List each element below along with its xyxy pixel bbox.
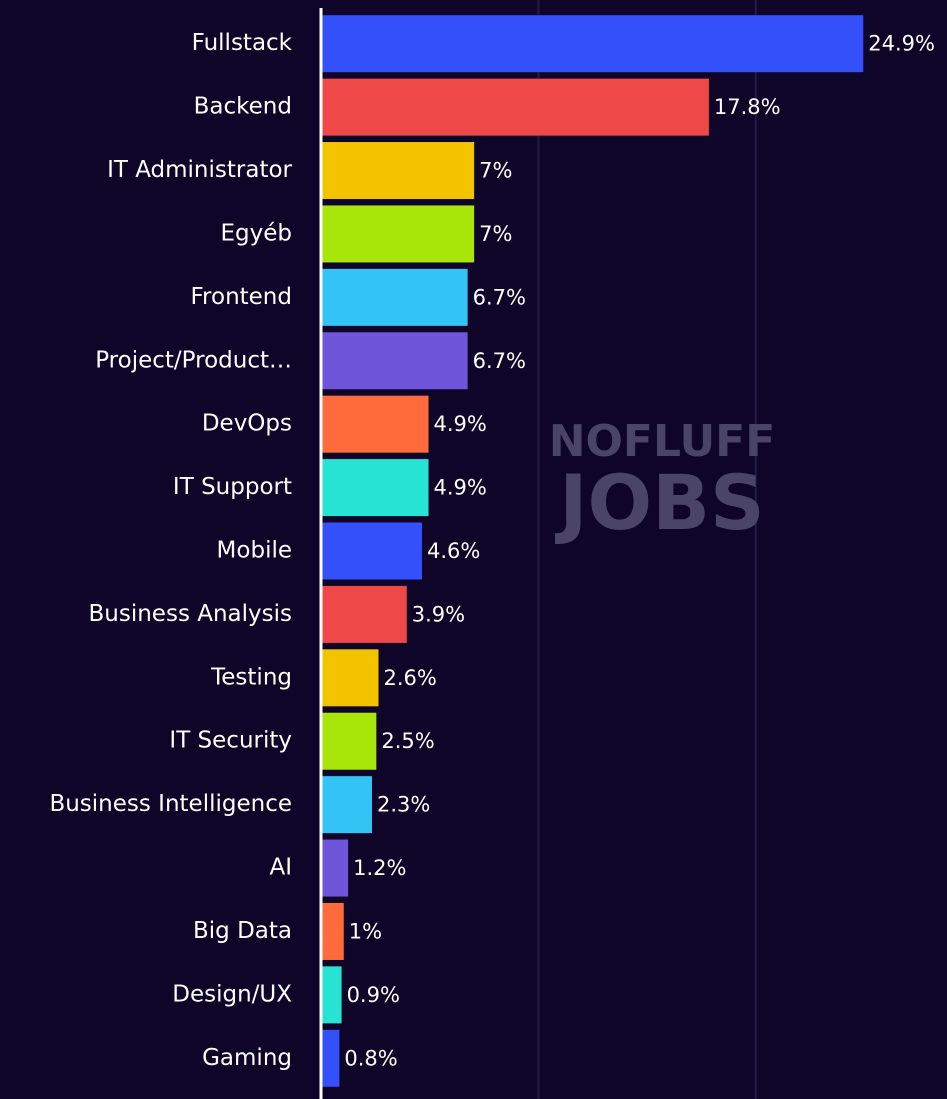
- bar: [322, 839, 349, 897]
- category-label: Gaming: [202, 1045, 292, 1071]
- bar: [322, 268, 468, 326]
- watermark: NOFLUFF JOBS: [549, 416, 776, 547]
- category-label: Mobile: [217, 538, 292, 564]
- category-label: Business Analysis: [89, 601, 293, 627]
- bar: [322, 78, 709, 136]
- bar: [322, 1029, 340, 1087]
- category-label: Frontend: [190, 284, 292, 310]
- value-label: 1%: [349, 919, 382, 943]
- bar: [322, 585, 407, 643]
- value-label: 1.2%: [353, 856, 406, 880]
- category-label: AI: [269, 855, 292, 881]
- category-label: Business Intelligence: [49, 791, 292, 817]
- watermark-line: JOBS: [554, 458, 765, 547]
- category-label: Backend: [194, 94, 292, 120]
- bar: [322, 332, 468, 390]
- value-label: 0.8%: [344, 1046, 397, 1070]
- bar: [322, 459, 429, 517]
- bar: [322, 522, 422, 580]
- category-label: IT Security: [169, 728, 292, 754]
- category-label: Testing: [210, 664, 292, 690]
- value-label: 6.7%: [473, 349, 526, 373]
- value-label: 7%: [479, 222, 512, 246]
- category-label: Project/Product…: [95, 347, 292, 373]
- category-label: Egyéb: [221, 220, 293, 246]
- value-label: 17.8%: [714, 95, 781, 119]
- bar: [322, 776, 372, 834]
- category-label: Design/UX: [172, 981, 292, 1007]
- bar: [322, 966, 342, 1024]
- value-label: 4.6%: [427, 539, 480, 563]
- value-label: 4.9%: [434, 412, 487, 436]
- value-label: 6.7%: [473, 285, 526, 309]
- bar: [322, 142, 475, 200]
- bar: [322, 902, 344, 960]
- category-label: IT Support: [173, 474, 292, 500]
- category-label: DevOps: [202, 411, 292, 437]
- bar: [322, 15, 864, 73]
- value-label: 0.9%: [347, 983, 400, 1007]
- value-label: 2.5%: [381, 729, 434, 753]
- value-label: 3.9%: [412, 602, 465, 626]
- watermark-line: NOFLUFF: [549, 416, 776, 467]
- bar: [322, 712, 377, 770]
- category-label: IT Administrator: [107, 157, 292, 183]
- value-label: 4.9%: [434, 476, 487, 500]
- value-label: 2.6%: [384, 666, 437, 690]
- category-label: Fullstack: [192, 30, 293, 56]
- category-label: Big Data: [193, 918, 292, 944]
- value-label: 7%: [479, 159, 512, 183]
- value-label: 24.9%: [868, 32, 935, 56]
- bar: [322, 205, 475, 263]
- bar: [322, 395, 429, 453]
- value-label: 2.3%: [377, 793, 430, 817]
- bar: [322, 649, 379, 707]
